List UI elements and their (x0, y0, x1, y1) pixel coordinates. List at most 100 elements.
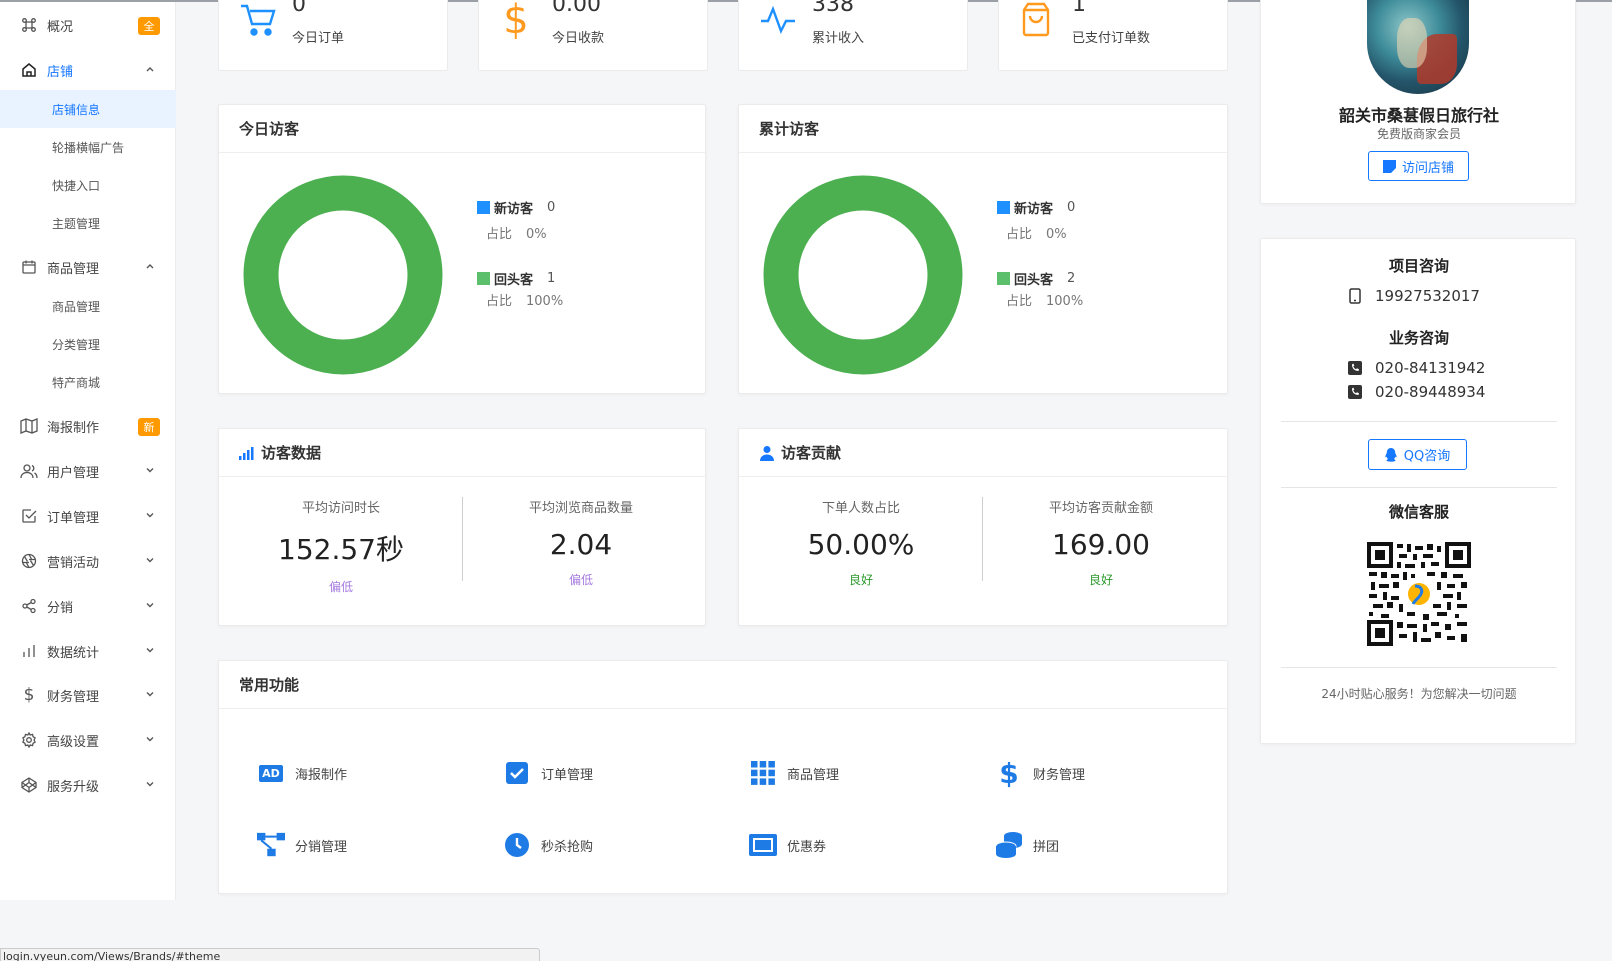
divider (1281, 421, 1557, 422)
sidebar-subitem-specialty-mall[interactable]: 特产商城 (52, 375, 101, 390)
sidebar-item-users[interactable]: 用户管理 (0, 451, 176, 491)
sidebar-subitem-shop-info[interactable]: 店铺信息 (0, 90, 176, 128)
shopping-bag-icon (1019, 2, 1057, 38)
legend-count-return: 1 (547, 270, 556, 286)
function-label: 优惠券 (787, 839, 827, 855)
users-icon (20, 462, 38, 480)
metric-status: 良好 (848, 573, 873, 587)
chevron-down-icon (144, 644, 156, 656)
donut-chart-total (763, 175, 963, 375)
ad-icon-text: AD (259, 764, 283, 782)
check-square-icon (20, 507, 38, 525)
chevron-down-icon (144, 554, 156, 566)
business-consult-title: 业务咨询 (1388, 329, 1449, 347)
function-poster[interactable]: AD 海报制作 (257, 759, 347, 787)
sidebar-item-service-upgrade[interactable]: 服务升级 (0, 765, 176, 805)
sidebar-item-label: 营销活动 (47, 555, 100, 571)
legend-pct-return: 100% (526, 294, 564, 309)
qq-consult-button[interactable]: QQ咨询 (1368, 439, 1467, 470)
sidebar: 概况 全 店铺 店铺信息 轮播横幅广告 快捷入口 主题管理 商品管理 商品管理 … (0, 2, 176, 900)
wechat-service-title: 微信客服 (1388, 503, 1449, 521)
sidebar-item-label: 用户管理 (47, 465, 100, 481)
function-label: 商品管理 (787, 767, 840, 783)
map-icon (20, 417, 38, 435)
phone-icon (1347, 360, 1363, 376)
function-label: 分销管理 (295, 839, 348, 855)
gear-icon (20, 731, 38, 749)
divider (462, 497, 463, 581)
legend-count-return: 2 (1067, 270, 1076, 286)
stat-card-total-income: 338 累计收入 (738, 0, 968, 71)
card-title: 今日访客 (219, 105, 705, 153)
sidebar-item-distribution[interactable]: 分销 (0, 586, 176, 626)
function-goods[interactable]: 商品管理 (749, 759, 839, 787)
metric-label: 平均浏览商品数量 (528, 501, 633, 516)
legend-label-new: 新访客 (1014, 201, 1054, 217)
metric-value: 169.00 (1052, 528, 1150, 561)
card-today-visitors: 今日访客 新访客 0 占比 0% 回头客 1 占比 100% (218, 104, 706, 394)
bar-chart-icon (20, 642, 38, 660)
sidebar-item-advanced-settings[interactable]: 高级设置 (0, 720, 176, 760)
ticket-icon (749, 831, 777, 859)
mobile-icon (1347, 288, 1363, 304)
sidebar-subitem-banner-ads[interactable]: 轮播横幅广告 (52, 140, 125, 155)
metric-avg-visit-duration: 平均访问时长 152.57秒 偏低 (223, 497, 459, 595)
sidebar-item-poster[interactable]: 海报制作 新 (0, 406, 176, 446)
database-icon (995, 831, 1023, 859)
sidebar-subitem-category-manage[interactable]: 分类管理 (52, 337, 101, 352)
function-distribution[interactable]: 分销管理 (257, 831, 347, 859)
legend-count-new: 0 (547, 199, 556, 215)
card-total-visitors: 累计访客 新访客 0 占比 0% 回头客 2 占比 100% (738, 104, 1228, 394)
divider (982, 497, 983, 581)
function-label: 秒杀抢购 (541, 839, 594, 855)
stat-label: 累计收入 (812, 31, 865, 46)
function-flash-sale[interactable]: 秒杀抢购 (503, 831, 593, 859)
phone-icon (1347, 384, 1363, 400)
stat-card-paid-orders: 1 已支付订单数 (998, 0, 1228, 71)
sidebar-item-label: 分销 (47, 600, 74, 616)
metric-value: 50.00% (807, 528, 915, 561)
badge-all: 全 (138, 17, 160, 35)
sidebar-item-marketing[interactable]: 营销活动 (0, 541, 176, 581)
sidebar-item-goods[interactable]: 商品管理 (0, 247, 176, 287)
sidebar-subitem-themes[interactable]: 主题管理 (52, 216, 101, 231)
stat-value: 0 (292, 0, 306, 17)
legend-swatch-new (477, 200, 490, 214)
sidebar-item-finance[interactable]: $ 财务管理 (0, 675, 176, 715)
donut-ring-return-visitors (763, 175, 963, 375)
sidebar-item-overview[interactable]: 概况 全 (0, 5, 176, 45)
function-coupons[interactable]: 优惠券 (749, 831, 826, 859)
metric-label: 平均访问时长 (301, 501, 380, 516)
visit-shop-button[interactable]: 访问店铺 (1368, 151, 1469, 181)
chevron-up-icon (144, 63, 156, 75)
card-visitor-data: 访客数据 平均访问时长 152.57秒 偏低 平均浏览商品数量 2.04 偏低 (218, 428, 706, 626)
clock-icon (503, 831, 531, 859)
project-consult-title: 项目咨询 (1388, 257, 1449, 275)
stat-label: 今日订单 (292, 31, 345, 46)
function-finance[interactable]: $ 财务管理 (995, 757, 1085, 790)
business-phone-2: 020-89448934 (1347, 383, 1485, 401)
project-phone: 19927532017 (1347, 287, 1480, 305)
legend-total: 新访客 0 占比 0% 回头客 2 占比 100% (997, 197, 1083, 309)
sidebar-item-statistics[interactable]: 数据统计 (0, 631, 176, 671)
card-title: 访客数据 (261, 444, 322, 462)
avatar-highlight (1397, 18, 1427, 68)
wechat-qr-code (1367, 542, 1471, 646)
metric-avg-contribution: 平均访客贡献金额 169.00 良好 (983, 497, 1219, 588)
ad-icon: AD (257, 759, 285, 787)
visit-shop-label: 访问店铺 (1401, 160, 1454, 176)
checkbox-icon (503, 759, 531, 787)
sidebar-item-label: 商品管理 (47, 261, 100, 277)
function-label: 海报制作 (295, 767, 348, 783)
legend-swatch-return (477, 271, 490, 285)
sidebar-item-orders[interactable]: 订单管理 (0, 496, 176, 536)
sidebar-item-shop[interactable]: 店铺 (0, 50, 176, 90)
sidebar-item-label: 海报制作 (47, 420, 100, 436)
legend-count-new: 0 (1067, 199, 1076, 215)
stat-label: 已支付订单数 (1072, 31, 1151, 46)
sidebar-subitem-shortcuts[interactable]: 快捷入口 (52, 178, 101, 193)
function-orders[interactable]: 订单管理 (503, 759, 593, 787)
sidebar-subitem-goods-manage[interactable]: 商品管理 (52, 299, 101, 314)
card-contact: 项目咨询 19927532017 业务咨询 020-84131942 020-8… (1260, 238, 1576, 744)
function-group-buy[interactable]: 拼团 (995, 831, 1059, 859)
